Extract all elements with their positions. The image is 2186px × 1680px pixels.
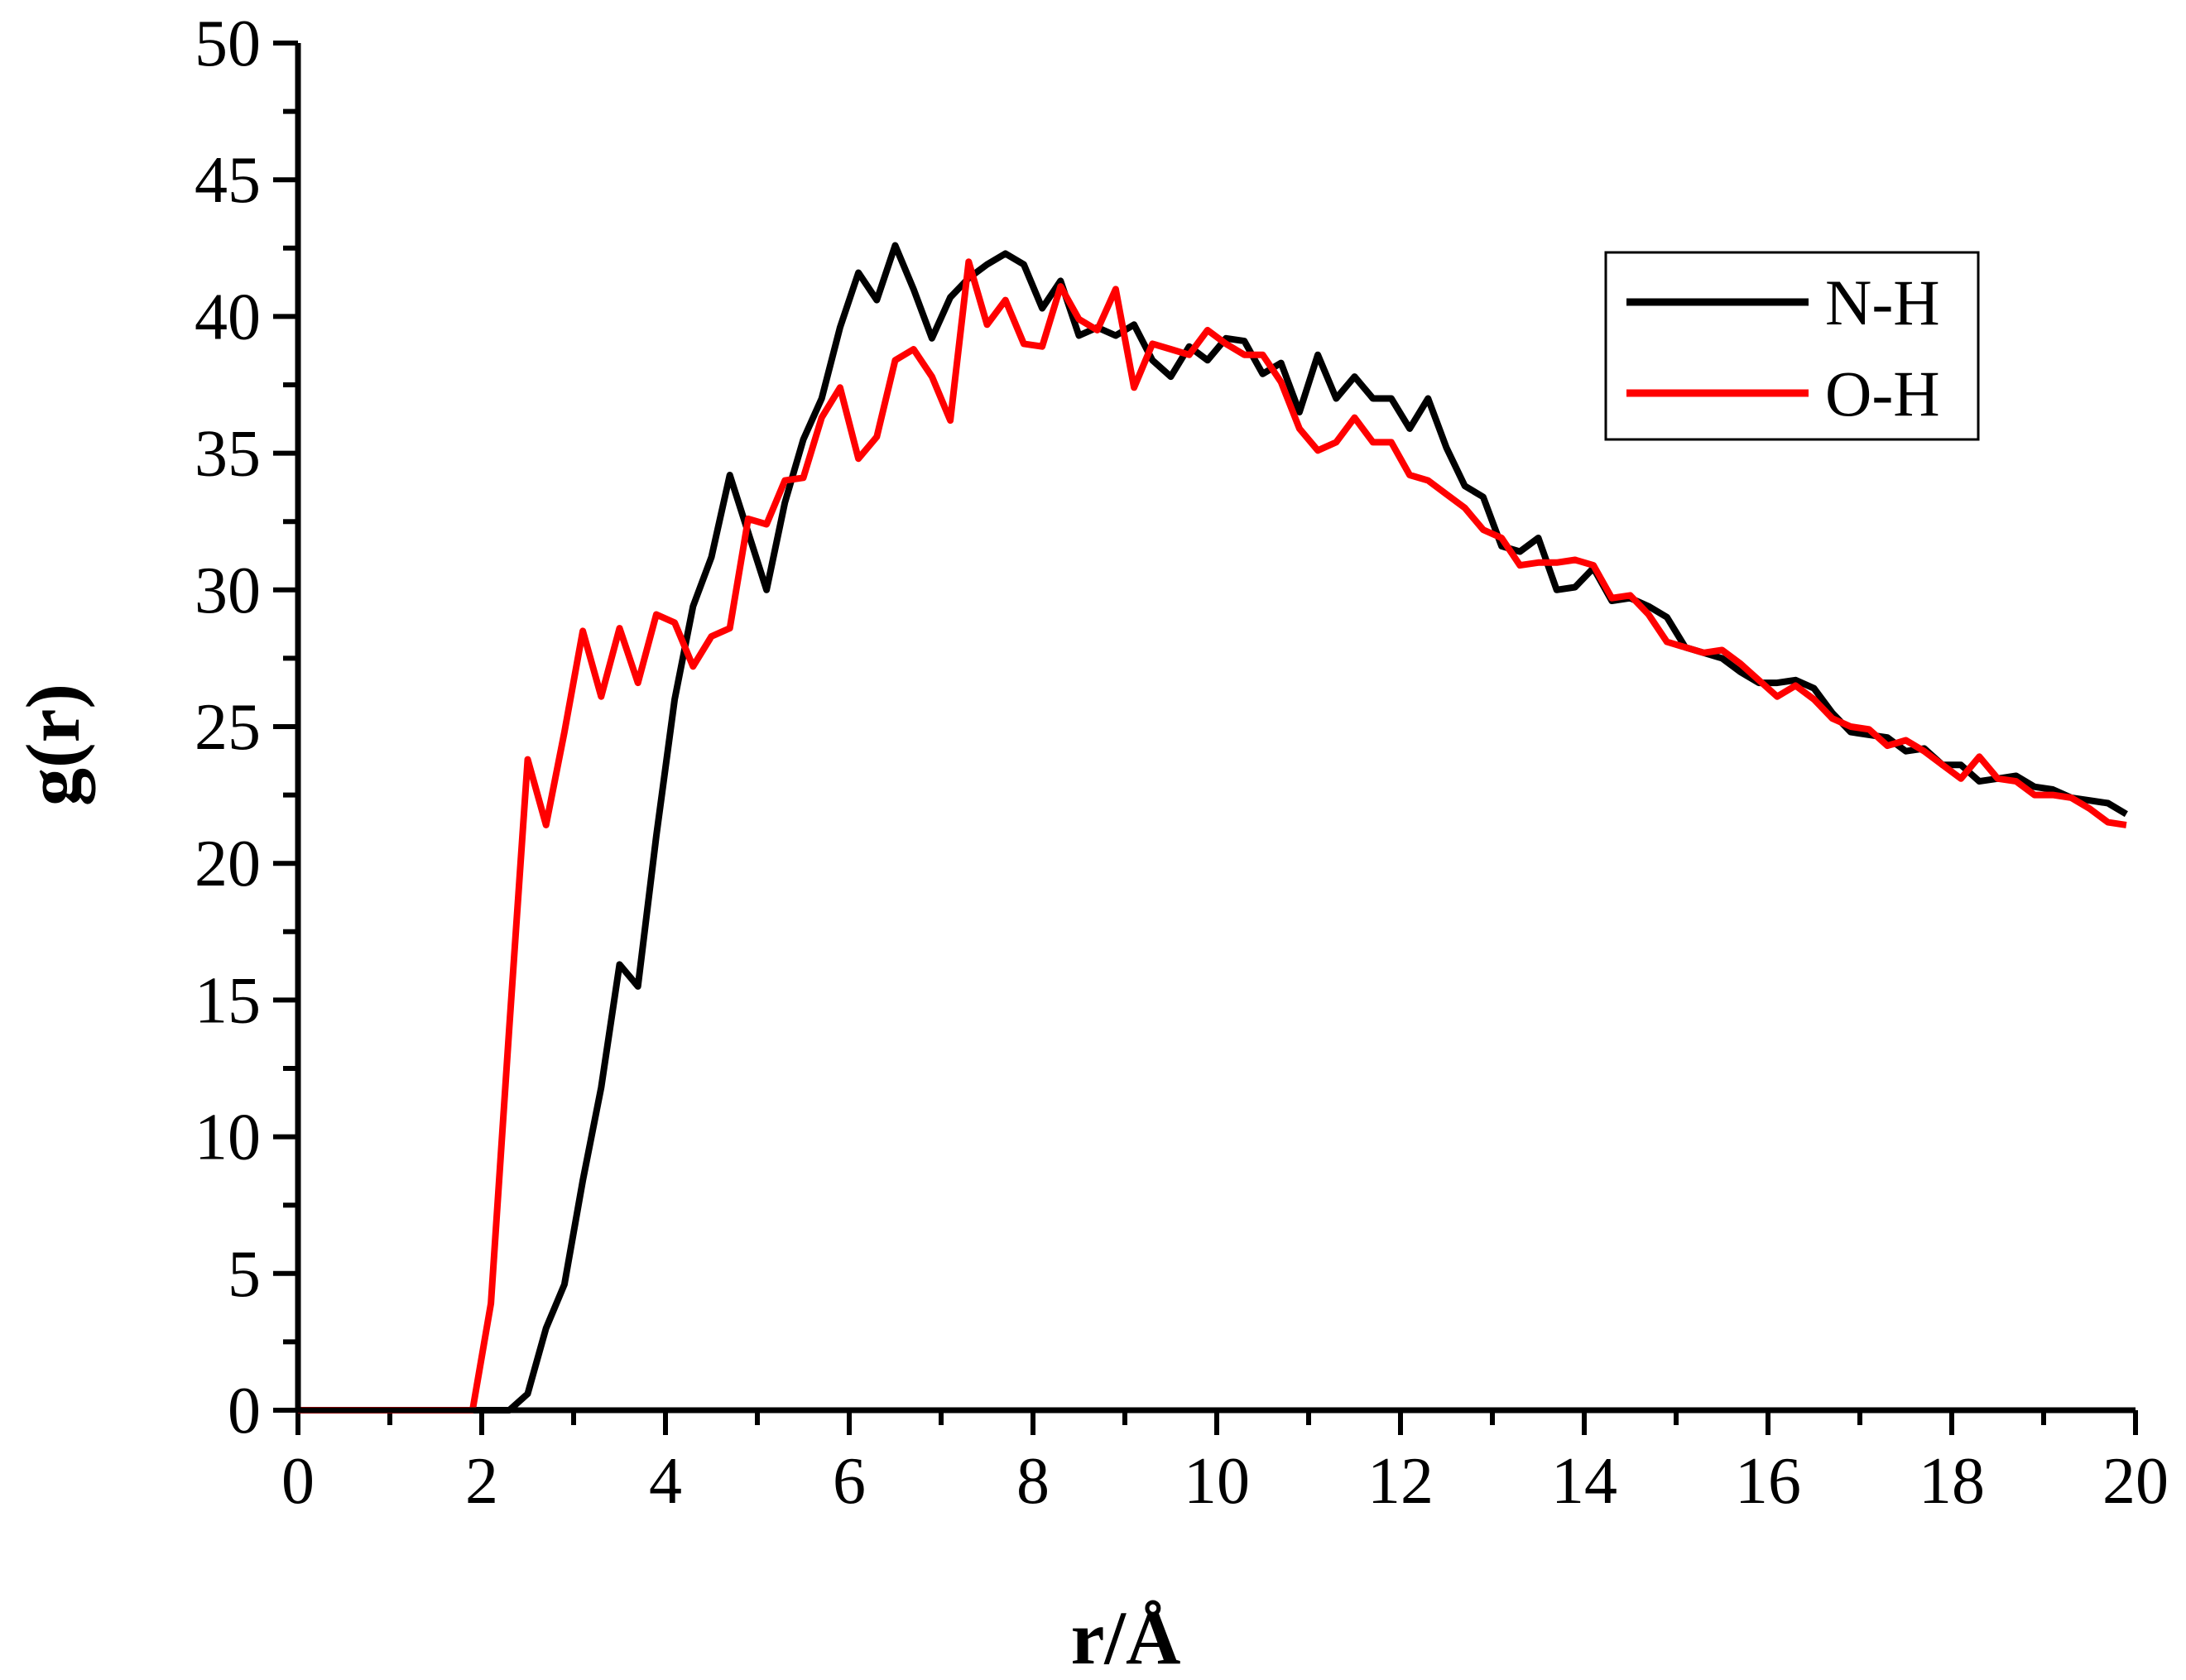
x-tick-label: 18 <box>1919 1445 1985 1518</box>
y-tick-label: 20 <box>195 828 261 900</box>
x-axis-title: r/Å <box>1071 1596 1181 1680</box>
x-tick-label: 0 <box>281 1445 315 1518</box>
y-tick-label: 10 <box>195 1102 261 1174</box>
x-tick-label: 8 <box>1016 1445 1050 1518</box>
y-tick-label: 15 <box>195 964 261 1037</box>
legend-label-oh: O-H <box>1825 358 1940 430</box>
x-tick-label: 20 <box>2102 1445 2169 1518</box>
y-tick-label: 40 <box>195 281 261 353</box>
x-tick-label: 14 <box>1551 1445 1617 1518</box>
x-tick-label: 2 <box>465 1445 498 1518</box>
y-tick-label: 5 <box>228 1238 261 1311</box>
x-tick-label: 16 <box>1735 1445 1801 1518</box>
y-tick-label: 45 <box>195 144 261 217</box>
x-tick-label: 12 <box>1367 1445 1434 1518</box>
legend: N-H O-H <box>1604 251 1980 441</box>
series-lines <box>298 242 2128 1414</box>
x-tick-label: 4 <box>649 1445 682 1518</box>
series-line-n-h <box>298 242 2128 1414</box>
series-line-o-h <box>298 258 2127 1414</box>
legend-box <box>1604 251 1980 441</box>
y-tick-label: 30 <box>195 554 261 627</box>
x-tick-label: 6 <box>833 1445 866 1518</box>
x-tick-label: 10 <box>1184 1445 1250 1518</box>
y-tick-label: 35 <box>195 418 261 491</box>
y-axis-title: g(r) <box>11 684 95 806</box>
axis-tick-labels: 0 2 4 6 8 10 12 14 16 18 20 0 5 10 15 20 25 30 35 40 45 50 <box>195 7 2169 1518</box>
legend-label-nh: N-H <box>1825 266 1940 338</box>
y-tick-label: 25 <box>195 691 261 764</box>
y-tick-label: 0 <box>228 1375 261 1447</box>
y-tick-label: 50 <box>195 7 261 80</box>
